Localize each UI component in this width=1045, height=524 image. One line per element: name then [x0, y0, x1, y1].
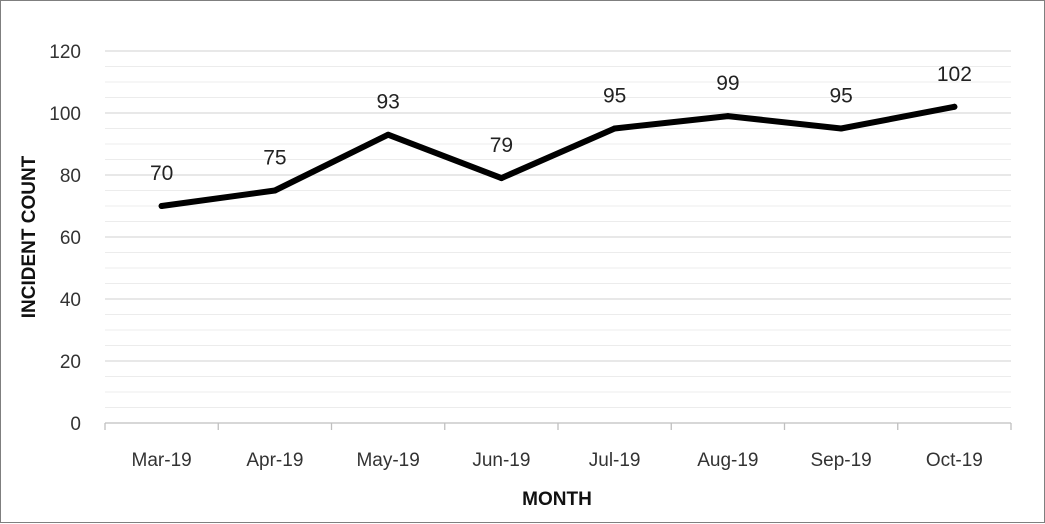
data-label: 102: [937, 63, 972, 86]
data-point: [724, 113, 731, 120]
data-point: [158, 203, 165, 209]
x-tick-label: May-19: [356, 450, 419, 471]
data-label: 93: [376, 91, 399, 114]
y-tick-label: 40: [60, 290, 81, 311]
y-tick-label: 20: [60, 352, 81, 373]
y-axis-ticks: 0 20 40 60 80 100 120: [49, 42, 81, 435]
x-tick-label: Mar-19: [132, 450, 192, 471]
data-label: 70: [150, 162, 173, 185]
x-axis-title: MONTH: [522, 489, 592, 510]
x-tick-label: Oct-19: [926, 450, 983, 471]
data-point: [838, 125, 845, 132]
x-axis: [104, 422, 1012, 430]
data-point: [271, 187, 278, 194]
x-tick-label: Aug-19: [697, 450, 758, 471]
data-labels: 70 75 93 79 95 99 95 102: [150, 63, 972, 185]
x-tick-label: Jun-19: [472, 450, 530, 471]
data-label: 95: [603, 85, 626, 108]
x-tick-label: Jul-19: [589, 450, 641, 471]
x-axis-ticks: Mar-19 Apr-19 May-19 Jun-19 Jul-19 Aug-19 Sep-…: [132, 450, 983, 471]
data-label: 99: [716, 72, 739, 95]
y-tick-label: 0: [70, 414, 81, 435]
data-point: [498, 175, 505, 182]
y-axis-title: INCIDENT COUNT: [19, 155, 40, 318]
data-point: [385, 131, 392, 138]
gridlines: [105, 50, 1011, 408]
series-line: [158, 103, 958, 209]
data-label: 79: [490, 134, 513, 157]
x-tick-label: Apr-19: [246, 450, 303, 471]
series-layer: [158, 103, 958, 209]
data-point: [951, 103, 958, 110]
y-tick-label: 80: [60, 166, 81, 187]
data-label: 75: [263, 147, 286, 170]
y-tick-label: 60: [60, 228, 81, 249]
y-tick-label: 100: [49, 104, 81, 125]
y-tick-label: 120: [49, 42, 81, 63]
data-point: [611, 125, 618, 132]
x-tick-label: Sep-19: [810, 450, 871, 471]
data-label: 95: [829, 85, 852, 108]
